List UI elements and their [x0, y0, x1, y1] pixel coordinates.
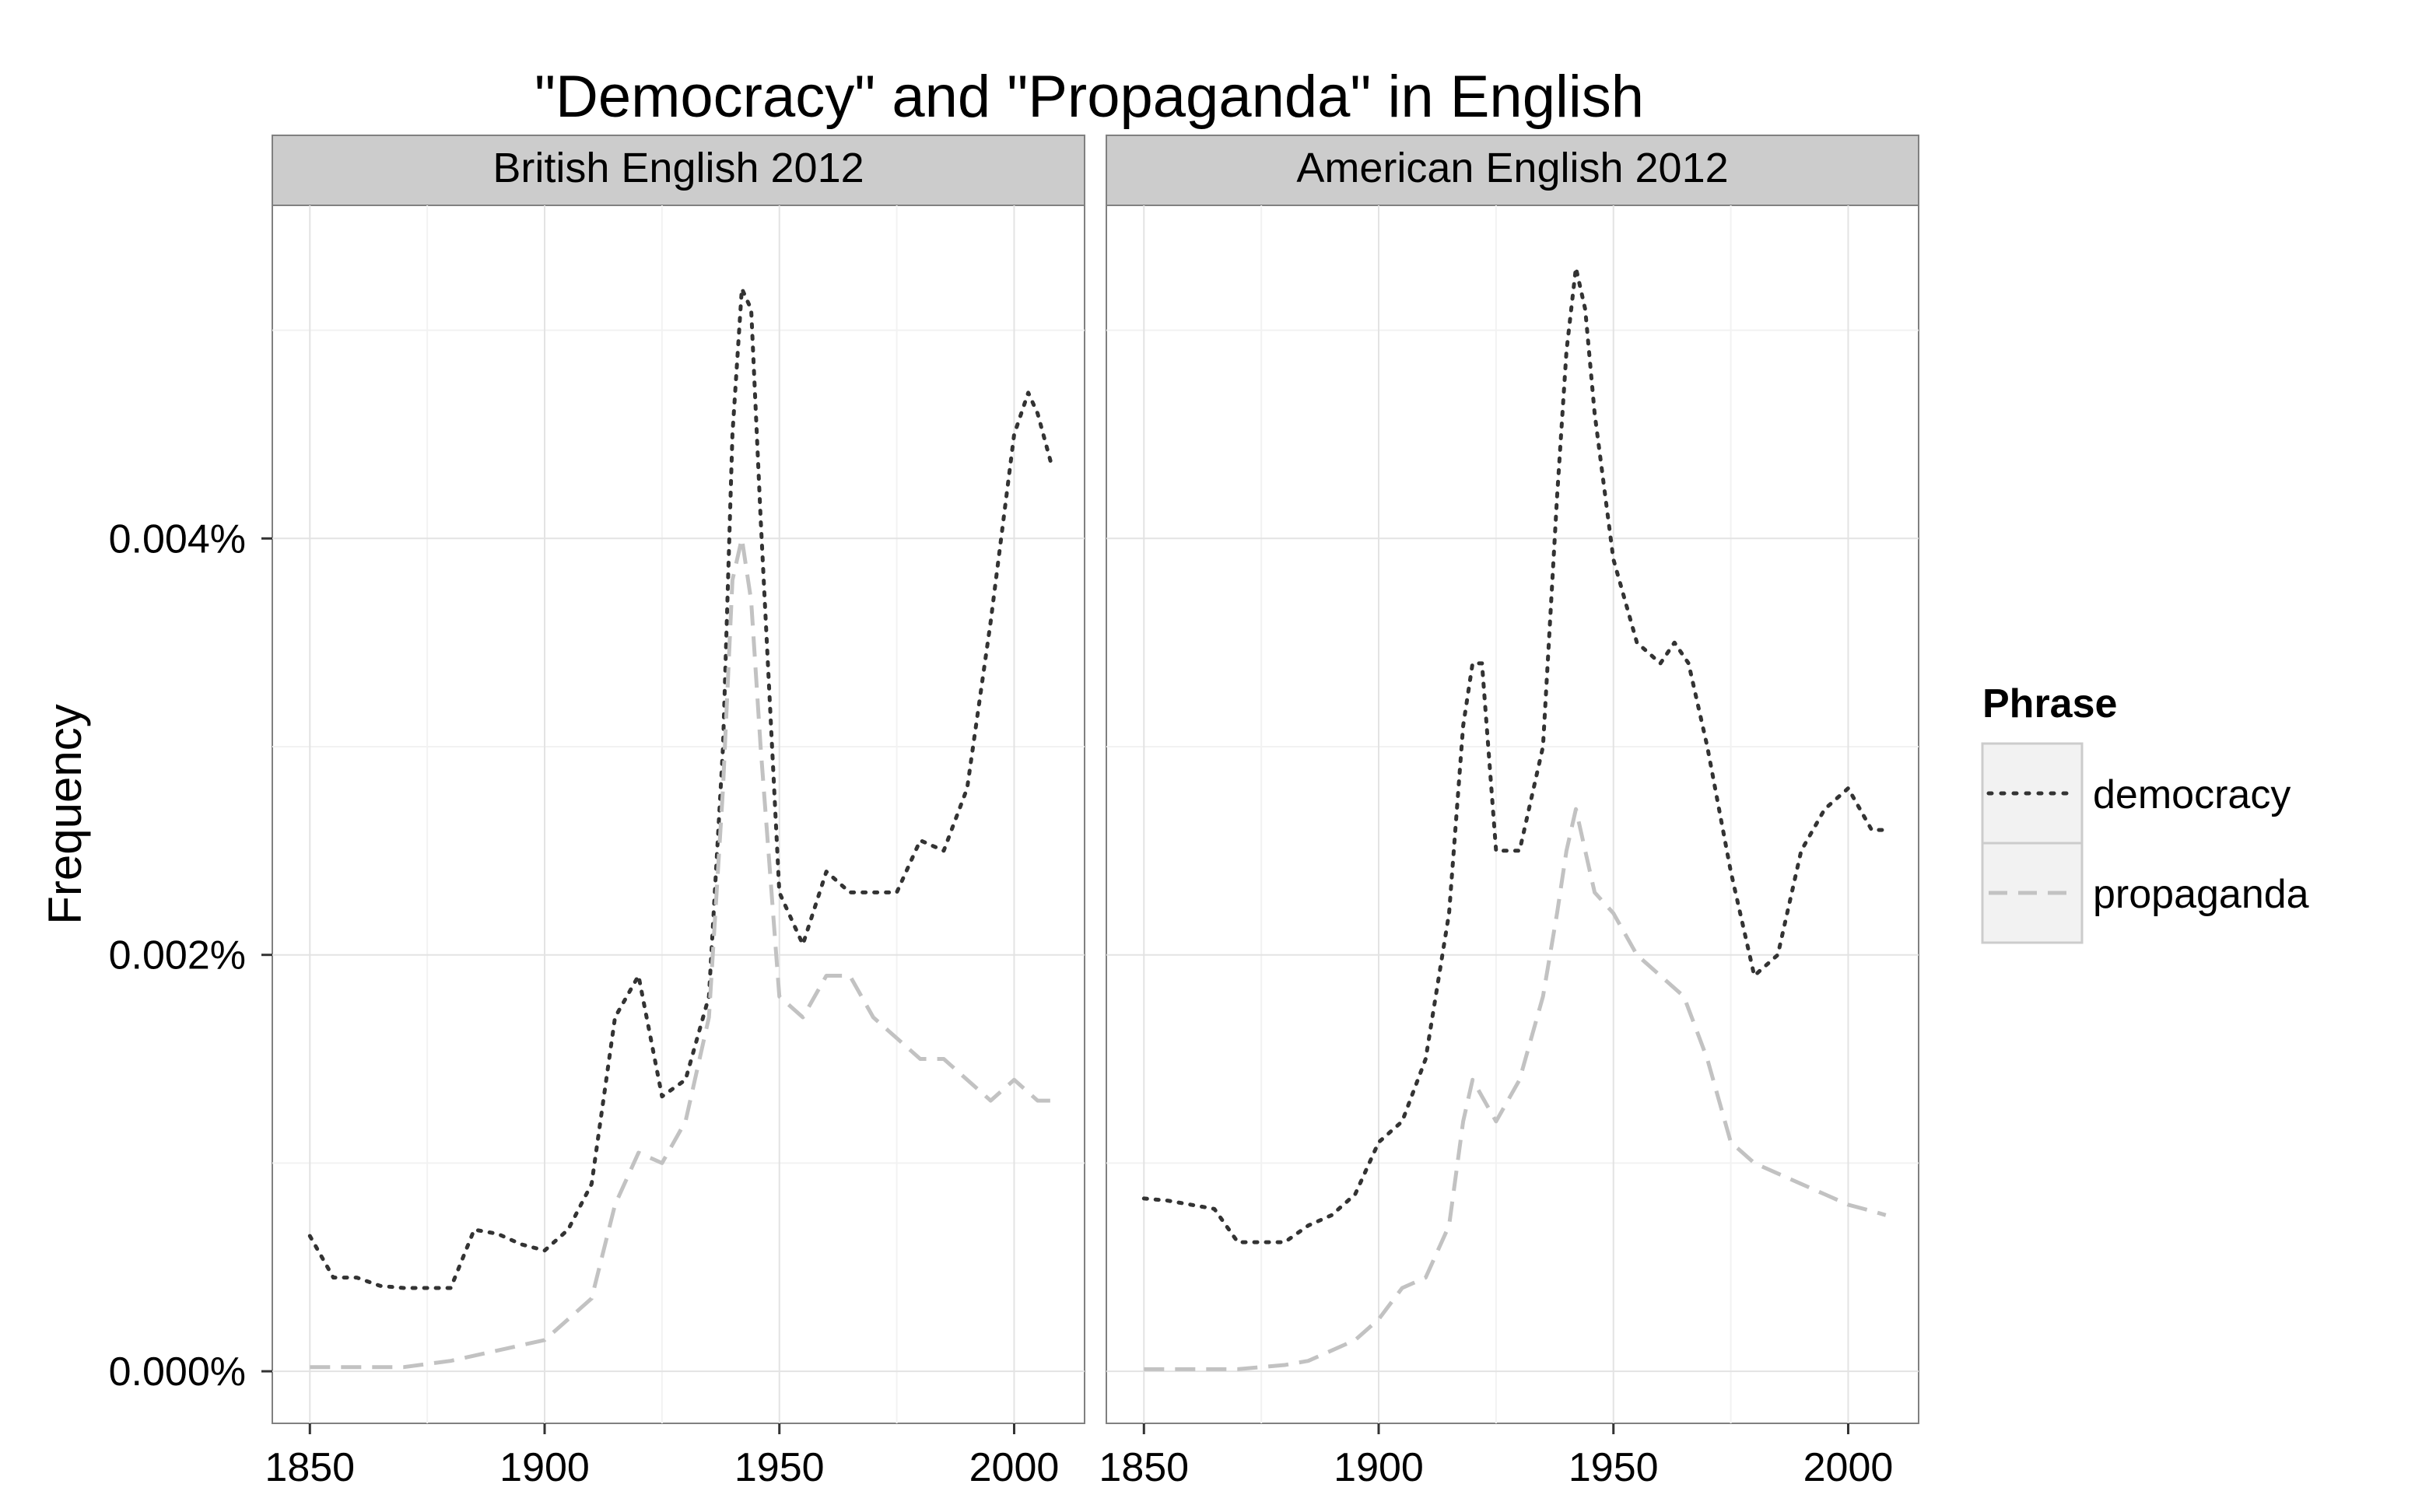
- x-tick-label: 1850: [265, 1445, 355, 1490]
- series-lines-american: [1141, 265, 1888, 1371]
- series-lines-british: [307, 286, 1054, 1370]
- series-line-propaganda: [310, 536, 1052, 1370]
- legend-label-propaganda: propaganda: [2093, 872, 2309, 917]
- legend-label-democracy: democracy: [2093, 772, 2291, 817]
- panel-title-american: American English 2012: [1296, 145, 1728, 191]
- plot-area-american: [1106, 205, 1919, 1424]
- x-tick-label: 2000: [969, 1445, 1060, 1490]
- panel-title-british: British English 2012: [492, 145, 864, 191]
- chart-title: "Democracy" and "Propaganda" in English: [535, 64, 1644, 130]
- x-tick-label: 1850: [1099, 1445, 1189, 1490]
- grid-british: [272, 205, 1085, 1423]
- panel-strip-british: [272, 135, 1085, 206]
- y-axis-label: Frequency: [39, 704, 91, 924]
- x-tick-label: 1900: [1334, 1445, 1424, 1490]
- legend-title: Phrase: [1982, 681, 2117, 726]
- x-tick-label: 1950: [1569, 1445, 1659, 1490]
- legend: Phrase democracy propaganda: [1981, 681, 2309, 944]
- facet-panel-british: British English 2012 1850 1900 1950 2000: [265, 135, 1085, 1490]
- plot-area-british: [272, 205, 1085, 1424]
- y-tick-label: 0.004%: [109, 516, 246, 562]
- grid-american: [1106, 205, 1919, 1423]
- facet-panel-american: American English 2012 1850 1900 1950 2000: [1099, 135, 1919, 1490]
- y-axis: 0.000% 0.002% 0.004%: [109, 516, 272, 1395]
- x-ticks-american: 1850 1900 1950 2000: [1099, 1423, 1893, 1490]
- x-tick-label: 1950: [734, 1445, 825, 1490]
- series-line-democracy: [307, 286, 1054, 1290]
- x-tick-label: 1900: [499, 1445, 590, 1490]
- x-ticks-british: 1850 1900 1950 2000: [265, 1423, 1059, 1490]
- y-tick-label: 0.002%: [109, 933, 246, 978]
- y-tick-label: 0.000%: [109, 1349, 246, 1395]
- panel-strip-american: [1106, 135, 1919, 206]
- series-line-propaganda: [1144, 807, 1887, 1371]
- x-tick-label: 2000: [1803, 1445, 1894, 1490]
